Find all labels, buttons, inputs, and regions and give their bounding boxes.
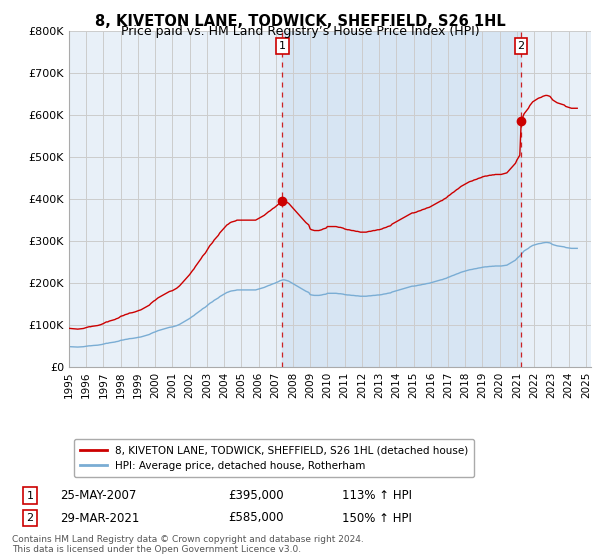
Text: 29-MAR-2021: 29-MAR-2021 xyxy=(60,511,139,525)
Bar xyxy=(282,31,521,367)
Text: 1: 1 xyxy=(279,41,286,51)
Text: 2: 2 xyxy=(26,513,34,523)
Text: 150% ↑ HPI: 150% ↑ HPI xyxy=(342,511,412,525)
Text: This data is licensed under the Open Government Licence v3.0.: This data is licensed under the Open Gov… xyxy=(12,545,301,554)
Text: 113% ↑ HPI: 113% ↑ HPI xyxy=(342,489,412,502)
Text: £395,000: £395,000 xyxy=(228,489,284,502)
Text: Contains HM Land Registry data © Crown copyright and database right 2024.: Contains HM Land Registry data © Crown c… xyxy=(12,535,364,544)
Text: 2: 2 xyxy=(517,41,524,51)
Text: 8, KIVETON LANE, TODWICK, SHEFFIELD, S26 1HL: 8, KIVETON LANE, TODWICK, SHEFFIELD, S26… xyxy=(95,14,505,29)
Text: 25-MAY-2007: 25-MAY-2007 xyxy=(60,489,136,502)
Text: 1: 1 xyxy=(26,491,34,501)
Legend: 8, KIVETON LANE, TODWICK, SHEFFIELD, S26 1HL (detached house), HPI: Average pric: 8, KIVETON LANE, TODWICK, SHEFFIELD, S26… xyxy=(74,439,475,477)
Text: £585,000: £585,000 xyxy=(228,511,284,525)
Text: Price paid vs. HM Land Registry’s House Price Index (HPI): Price paid vs. HM Land Registry’s House … xyxy=(121,25,479,38)
